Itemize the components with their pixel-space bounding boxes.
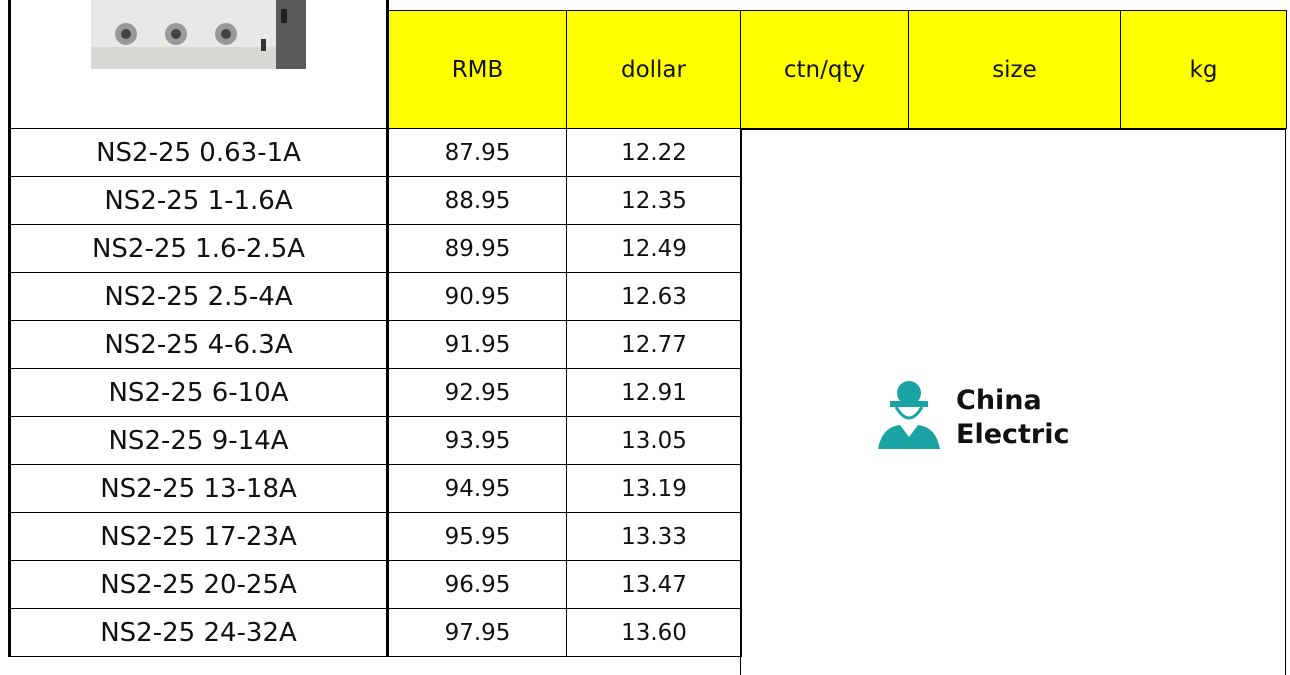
price-cell: 13.19 bbox=[566, 464, 742, 513]
price-cell: 13.60 bbox=[566, 608, 742, 657]
logo-line1: China bbox=[956, 385, 1042, 416]
model-cell: NS2-25 20-25A bbox=[8, 560, 389, 609]
price-cell: 13.05 bbox=[566, 416, 742, 465]
price-cell: 87.95 bbox=[388, 128, 567, 177]
price-cell: 12.35 bbox=[566, 176, 742, 225]
product-image bbox=[81, 0, 321, 89]
model-cell: NS2-25 13-18A bbox=[8, 464, 389, 513]
price-cell: 12.77 bbox=[566, 320, 742, 369]
price-cell: 13.33 bbox=[566, 512, 742, 561]
price-cell: 88.95 bbox=[388, 176, 567, 225]
model-cell: NS2-25 1-1.6A bbox=[8, 176, 389, 225]
model-cell: NS2-25 1.6-2.5A bbox=[8, 224, 389, 273]
price-cell: 91.95 bbox=[388, 320, 567, 369]
price-cell: 12.91 bbox=[566, 368, 742, 417]
price-cell: 13.47 bbox=[566, 560, 742, 609]
price-cell: 12.63 bbox=[566, 272, 742, 321]
price-cell: 92.95 bbox=[388, 368, 567, 417]
price-cell: 12.49 bbox=[566, 224, 742, 273]
logo-line2: Electric bbox=[956, 419, 1070, 450]
model-cell: NS2-25 9-14A bbox=[8, 416, 389, 465]
header-cell: ctn/qty bbox=[740, 10, 909, 129]
price-cell: 96.95 bbox=[388, 560, 567, 609]
price-cell: 97.95 bbox=[388, 608, 567, 657]
model-cell: NS2-25 4-6.3A bbox=[8, 320, 389, 369]
model-cell: NS2-25 0.63-1A bbox=[8, 128, 389, 177]
price-cell: 90.95 bbox=[388, 272, 567, 321]
header-cell: size bbox=[908, 10, 1121, 129]
model-cell: NS2-25 17-23A bbox=[8, 512, 389, 561]
price-cell: 89.95 bbox=[388, 224, 567, 273]
price-table: China Electric RMBdollarctn/qtysizekg NS2… bbox=[0, 0, 1290, 675]
logo: China Electric bbox=[876, 377, 1136, 457]
header-cell: RMB bbox=[388, 10, 567, 129]
header-cell: kg bbox=[1120, 10, 1287, 129]
price-cell: 12.22 bbox=[566, 128, 742, 177]
model-cell: NS2-25 24-32A bbox=[8, 608, 389, 657]
model-cell: NS2-25 2.5-4A bbox=[8, 272, 389, 321]
price-cell: 95.95 bbox=[388, 512, 567, 561]
price-cell: 94.95 bbox=[388, 464, 567, 513]
price-cell: 93.95 bbox=[388, 416, 567, 465]
header-cell: dollar bbox=[566, 10, 741, 129]
product-image-cell bbox=[8, 0, 389, 129]
model-cell: NS2-25 6-10A bbox=[8, 368, 389, 417]
